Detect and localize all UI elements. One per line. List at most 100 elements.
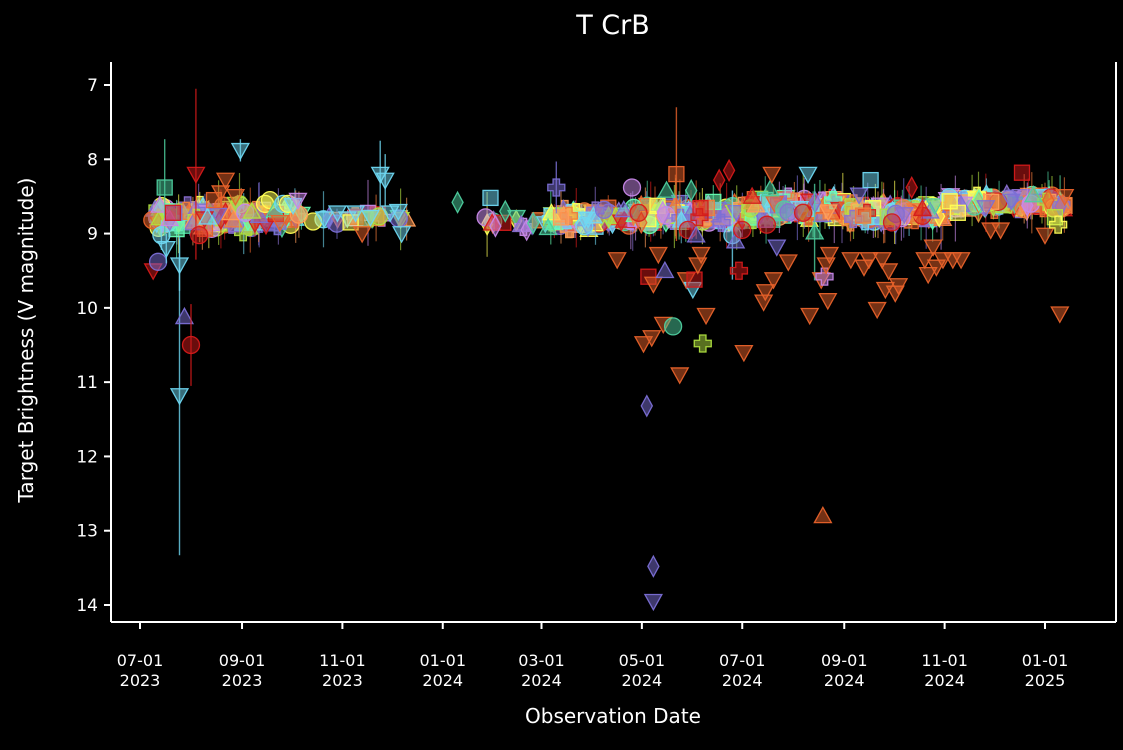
data-point-circle	[757, 215, 777, 234]
data-point-triangle-down	[755, 284, 775, 302]
data-point-square	[482, 189, 499, 207]
band-point-triangle-down	[208, 207, 228, 226]
data-point-triangle-down	[990, 222, 1011, 240]
y-tick-label: 13	[76, 522, 98, 542]
data-point-triangle-down	[691, 246, 711, 265]
data-point-plus	[729, 261, 749, 280]
data-point-diamond	[526, 211, 540, 235]
data-point-triangle-down	[225, 188, 246, 207]
band-point-triangle-up	[912, 198, 933, 217]
data-point-triangle-down	[1035, 227, 1055, 245]
data-point-triangle-down	[314, 211, 334, 229]
data-point-triangle-down	[763, 272, 784, 290]
data-point-triangle-down	[230, 142, 250, 161]
data-point-triangle-down	[211, 185, 231, 203]
data-point-diamond	[451, 190, 464, 214]
data-point-triangle-up	[614, 199, 634, 218]
data-point-triangle-down	[819, 246, 840, 265]
data-point-triangle-down	[633, 336, 654, 354]
data-point-triangle-up	[1023, 185, 1044, 203]
data-point-circle	[622, 178, 642, 197]
data-point-triangle-down	[923, 239, 943, 257]
band-point-triangle-down	[818, 204, 838, 222]
x-tick-label-month: 09-01	[219, 651, 266, 670]
data-point-triangle-down	[849, 187, 869, 205]
data-point-triangle-up	[742, 186, 762, 204]
data-point-diamond	[647, 554, 660, 578]
data-point-triangle-down	[352, 226, 372, 244]
x-tick-label-month: 01-01	[420, 651, 467, 670]
x-tick-label-month: 01-01	[1022, 651, 1069, 670]
x-tick-label-year: 2024	[824, 671, 865, 690]
band-point-triangle-up	[746, 195, 766, 213]
data-point-triangle-down	[778, 254, 798, 272]
x-tick-label-year: 2024	[722, 671, 763, 690]
data-point-triangle-down	[375, 172, 395, 190]
x-axis-title: Observation Date	[525, 704, 701, 728]
data-point-diamond	[722, 158, 736, 182]
y-tick-label: 11	[76, 373, 98, 393]
band-point-triangle-down	[925, 198, 945, 216]
data-point-circle	[181, 335, 201, 355]
data-point-triangle-down	[648, 246, 668, 265]
data-point-triangle-down	[186, 166, 206, 184]
data-point-circle	[882, 213, 902, 232]
data-point-circle	[663, 317, 683, 336]
data-point-triangle-down	[818, 292, 838, 311]
data-point-triangle-down	[607, 252, 627, 270]
data-point-triangle-up	[174, 306, 195, 325]
data-point-triangle-up	[686, 225, 706, 243]
data-point-diamond	[499, 199, 512, 223]
data-point-plus	[1049, 215, 1068, 234]
data-point-triangle-down	[643, 276, 663, 294]
data-point-diamond	[684, 178, 698, 203]
data-point-circle	[733, 220, 752, 240]
y-tick-label: 10	[76, 299, 98, 319]
data-point-triangle-down	[156, 240, 176, 259]
data-points-layer	[143, 88, 1075, 612]
y-tick-label: 12	[76, 447, 98, 467]
data-point-square	[156, 179, 173, 196]
data-point-triangle-down	[888, 278, 909, 296]
data-point-triangle-down	[643, 593, 663, 612]
data-point-triangle-up	[805, 222, 825, 240]
data-point-triangle-down	[670, 367, 690, 385]
data-point-triangle-down	[1050, 306, 1070, 324]
data-point-triangle-down	[360, 209, 380, 228]
x-tick-label-month: 03-01	[518, 651, 565, 670]
data-point-diamond	[489, 214, 502, 238]
data-point-triangle-down	[800, 307, 820, 326]
data-point-triangle-down	[918, 266, 938, 285]
data-point-circle	[594, 200, 614, 219]
data-point-triangle-down	[392, 226, 412, 244]
data-point-triangle-down	[762, 166, 782, 184]
x-tick-label-month: 07-01	[719, 651, 766, 670]
data-point-triangle-down	[867, 301, 887, 320]
band-point-diamond	[656, 200, 670, 224]
data-point-square	[862, 171, 879, 189]
y-axis-title: Target Brightness (V magnitude)	[14, 178, 38, 504]
data-point-triangle-down	[1055, 188, 1075, 207]
x-tick-label-month: 09-01	[821, 651, 868, 670]
chart-title: T CrB	[575, 10, 650, 41]
data-point-diamond	[712, 168, 726, 192]
x-tick-label-month: 07-01	[117, 651, 164, 670]
data-point-triangle-up	[726, 231, 746, 249]
data-point-triangle-down	[270, 214, 290, 233]
x-tick-label-year: 2023	[222, 671, 263, 690]
data-point-triangle-down	[951, 252, 971, 270]
data-point-triangle-down	[872, 252, 892, 270]
x-tick-label-year: 2023	[322, 671, 363, 690]
x-tick-label-year: 2024	[924, 671, 965, 690]
data-point-triangle-down	[696, 307, 716, 326]
x-tick-label-year: 2024	[422, 671, 463, 690]
x-tick-label-month: 11-01	[921, 651, 968, 670]
y-tick-label: 14	[76, 596, 98, 616]
data-point-triangle-down	[642, 330, 662, 348]
data-point-plus	[547, 178, 566, 197]
data-point-triangle-down	[215, 172, 236, 190]
data-point-triangle-down	[798, 166, 818, 184]
band-point-square	[854, 207, 872, 224]
